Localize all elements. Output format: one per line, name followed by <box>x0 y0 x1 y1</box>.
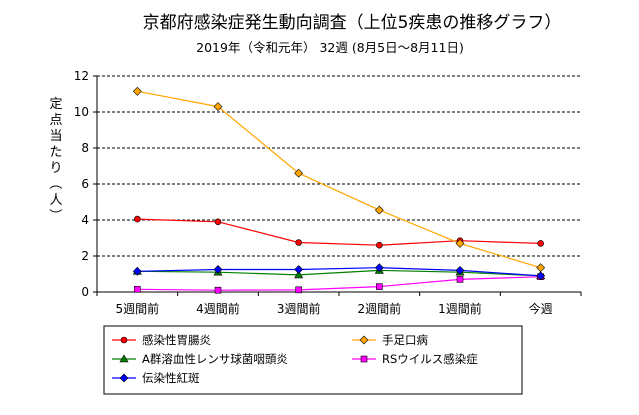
data-point <box>294 168 304 178</box>
x-tick-label: 2週間前 <box>358 301 402 316</box>
data-point <box>536 263 546 273</box>
y-tick-label: 2 <box>81 249 89 263</box>
y-axis-label-char: 定 <box>49 97 62 112</box>
legend-box <box>103 325 523 395</box>
legend-label: 伝染性紅斑 <box>142 371 200 385</box>
series-line <box>137 269 541 277</box>
data-point <box>134 285 141 293</box>
chart-title: 京都府感染症発生動向調査（上位5疾患の推移グラフ） <box>143 13 562 33</box>
data-point <box>213 102 223 112</box>
x-tick-label: 4週間前 <box>196 301 240 316</box>
data-point <box>294 265 304 274</box>
y-axis-label-char: （ <box>47 176 62 189</box>
data-point <box>214 286 222 294</box>
legend-marker <box>119 373 129 383</box>
series-5 <box>132 263 546 281</box>
y-tick-label: 8 <box>81 141 89 155</box>
grid-lines <box>97 75 581 257</box>
data-point <box>455 238 465 248</box>
data-point <box>537 240 544 247</box>
y-axis-label-char: 当 <box>49 129 62 144</box>
y-axis-label-char: ） <box>47 208 62 221</box>
y-tick-label: 4 <box>81 213 89 227</box>
data-point <box>295 286 302 294</box>
y-axis-label-char: 点 <box>49 113 62 128</box>
legend-label: 感染性胃腸炎 <box>142 333 211 347</box>
data-point <box>295 239 302 246</box>
legend-label: RSウイルス感染症 <box>382 352 478 366</box>
legend-entry: 手足口病 <box>352 333 428 347</box>
y-axis-ticks: 0 2 4 6 8 10 12 <box>74 69 89 299</box>
axes <box>93 75 582 296</box>
series-1 <box>134 215 544 249</box>
y-axis-label-char: た <box>49 145 62 160</box>
data-point <box>536 271 546 281</box>
legend-entry: A群溶血性レンサ球菌咽頭炎 <box>112 352 288 366</box>
series-4 <box>134 273 544 294</box>
legend-entry: 伝染性紅斑 <box>112 371 200 385</box>
data-point <box>376 283 383 290</box>
legend-marker <box>120 336 128 344</box>
chart-subtitle: 2019年（令和元年） 32週 (8月5日～8月11日) <box>196 40 464 55</box>
data-point <box>456 276 464 283</box>
x-axis-ticks: 5週間前 4週間前 3週間前 2週間前 1週間前 今週 <box>116 301 553 316</box>
y-axis-label-char: 人 <box>49 193 62 208</box>
series-2 <box>132 86 546 273</box>
x-tick-label: 今週 <box>529 301 553 316</box>
series-line <box>137 218 541 246</box>
data-point <box>294 270 304 279</box>
data-point <box>214 218 222 226</box>
series-line <box>137 267 541 277</box>
legend-marker <box>119 354 129 363</box>
x-tick-label: 3週間前 <box>277 301 321 316</box>
series-line <box>137 276 541 291</box>
data-point <box>455 265 465 275</box>
data-point <box>132 266 142 276</box>
legend-label: A群溶血性レンサ球菌咽頭炎 <box>142 352 288 366</box>
data-point <box>374 205 384 215</box>
series-group <box>132 86 546 294</box>
x-tick-label: 1週間前 <box>438 301 482 316</box>
legend-marker <box>360 355 368 363</box>
legend-label: 手足口病 <box>382 333 428 347</box>
data-point <box>134 215 141 223</box>
legend-entry: RSウイルス感染症 <box>352 352 478 366</box>
series-line <box>137 90 541 269</box>
legend-entry: 感染性胃腸炎 <box>112 333 211 347</box>
data-point <box>376 241 383 249</box>
legend-marker <box>359 335 369 345</box>
data-point <box>132 86 142 96</box>
data-point <box>374 263 384 273</box>
data-point <box>213 265 223 274</box>
x-tick-label: 5週間前 <box>116 301 160 316</box>
y-tick-label: 0 <box>81 285 89 299</box>
y-axis-label-char: り <box>49 161 62 176</box>
y-tick-label: 6 <box>81 177 89 191</box>
y-tick-label: 12 <box>74 69 89 83</box>
y-tick-label: 10 <box>74 105 89 119</box>
